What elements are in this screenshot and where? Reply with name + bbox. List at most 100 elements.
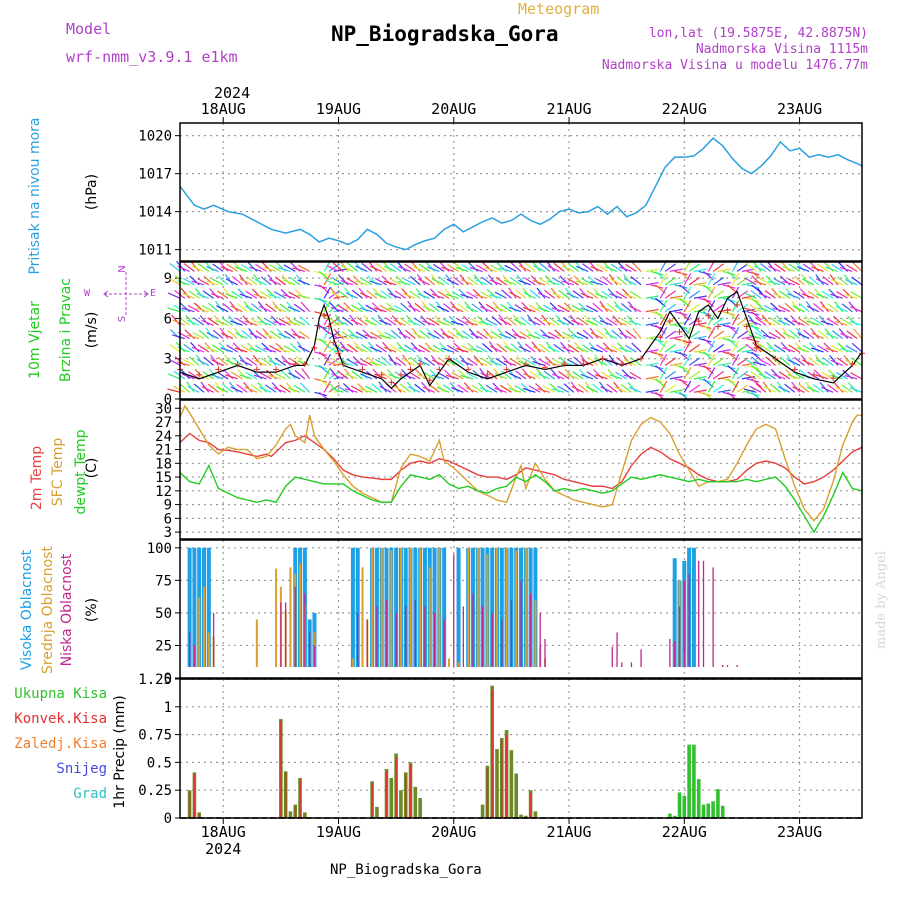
- wind-arrow: [830, 359, 844, 366]
- wind-arrow: [181, 307, 195, 313]
- wind-arrow: [782, 280, 795, 286]
- wind-arrow: [741, 268, 755, 272]
- wind-arrow: [683, 380, 692, 393]
- wind-arrow: [817, 330, 829, 340]
- wind-arrow: [297, 279, 310, 286]
- wind-arrow: [438, 357, 450, 366]
- wind-arrow: [571, 319, 584, 326]
- wind-arrow: [211, 359, 224, 366]
- wind-arrow: [603, 327, 613, 339]
- wind-arrow: [615, 371, 627, 380]
- wind-arrow: [556, 319, 570, 326]
- wind-arrow: [455, 332, 469, 340]
- wind-arrow: [669, 281, 683, 286]
- wind-arrow: [403, 278, 416, 286]
- wind-arrow: [169, 343, 181, 353]
- wind-arrow: [791, 320, 805, 326]
- wind-arrow: [467, 276, 479, 286]
- wind-arrow: [426, 327, 436, 339]
- wind-arrow: [431, 374, 445, 380]
- wind-arrow: [816, 278, 829, 286]
- wind-arrow: [460, 359, 474, 366]
- wind-arrow: [753, 265, 767, 272]
- wind-arrow: [213, 315, 224, 326]
- wind-arrow: [778, 371, 791, 380]
- wind-arrow: [806, 320, 819, 326]
- wind-arrow: [664, 330, 677, 340]
- dewpt-line: [179, 463, 863, 534]
- wind-arrow: [489, 360, 502, 366]
- wind-arrow: [517, 341, 527, 353]
- wind-arrow: [566, 292, 579, 299]
- wind-arrow: [168, 358, 181, 366]
- wind-arrow: [258, 320, 272, 326]
- wind-arrow: [208, 302, 219, 313]
- wind-arrow: [600, 305, 613, 313]
- wind-arrow: [379, 304, 392, 313]
- low-cloud-bar: [443, 619, 445, 667]
- wind-arrow: [206, 265, 219, 272]
- wind-arrow: [763, 304, 776, 313]
- wind-arrow: [380, 371, 392, 380]
- wind-arrow: [623, 274, 632, 286]
- wind-arrow: [590, 265, 603, 272]
- wind-arrow: [693, 295, 707, 299]
- wind-arrow: [707, 300, 716, 312]
- wind-arrow: [741, 389, 755, 393]
- wind-arrow: [332, 277, 344, 286]
- wind-arrow: [845, 278, 858, 286]
- wind-arrow: [801, 293, 815, 299]
- mid-cloud-bar: [351, 658, 354, 667]
- wind-arrow: [781, 327, 791, 339]
- mid-cloud-bar: [495, 547, 498, 667]
- wind-arrow: [536, 368, 546, 380]
- wind-arrow: [441, 332, 455, 340]
- wind-arrow: [344, 287, 354, 299]
- wind-arrow: [230, 371, 243, 380]
- low-cloud-bar: [611, 646, 613, 667]
- wind-arrow: [444, 355, 455, 366]
- wind-arrow: [345, 388, 358, 393]
- wind-arrow: [558, 370, 570, 380]
- wind-arrow: [487, 355, 498, 366]
- low-cloud-bar: [472, 593, 474, 667]
- wind-arrow: [336, 304, 349, 313]
- wind-arrow: [508, 387, 522, 393]
- wind-arrow: [200, 381, 210, 393]
- wind-arrow: [664, 370, 677, 380]
- wind-arrow: [359, 388, 373, 393]
- wind-arrow: [793, 290, 805, 299]
- wind-arrow: [806, 386, 820, 393]
- wind-arrow: [622, 354, 632, 366]
- pressure-line: [179, 137, 863, 251]
- wind-arrow: [819, 301, 829, 313]
- wind-arrow: [182, 358, 195, 366]
- wind-arrow: [852, 261, 863, 272]
- wind-arrow: [172, 334, 185, 340]
- y-tick-label: 27: [155, 415, 172, 431]
- wind-arrow: [372, 368, 383, 380]
- wind-arrow: [369, 280, 382, 286]
- wind-arrow: [768, 346, 781, 353]
- wind-arrow: [747, 314, 757, 326]
- wind-arrow: [683, 300, 692, 312]
- low-cloud-bar: [285, 602, 287, 667]
- wind-arrow: [241, 330, 253, 340]
- wind-arrow: [509, 358, 522, 366]
- wind-arrow: [616, 276, 628, 286]
- wind-arrow: [436, 386, 450, 393]
- wind-arrow: [191, 265, 205, 272]
- wind-arrow: [589, 327, 599, 339]
- wind-arrow: [407, 300, 416, 313]
- wind-arrow: [263, 332, 277, 340]
- wind-arrow: [360, 358, 373, 366]
- conv-precip-bar: [395, 756, 397, 818]
- wind-arrow: [244, 305, 258, 313]
- x-bottom-year: 2024: [205, 840, 241, 858]
- wind-arrow: [254, 278, 267, 286]
- wind-arrow: [851, 276, 863, 286]
- wind-arrow: [463, 382, 474, 393]
- wind-arrow: [494, 291, 507, 299]
- wind-arrow: [488, 274, 498, 286]
